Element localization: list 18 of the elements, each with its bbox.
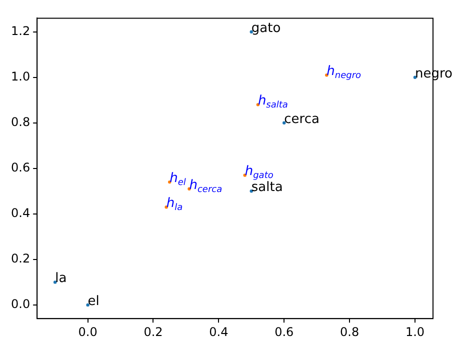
y-tick-label: 1.2	[10, 24, 30, 38]
x-tick-label: 0.2	[144, 324, 163, 339]
annotation: el	[88, 294, 100, 309]
y-tick-label: 0.6	[10, 160, 30, 175]
x-tick-label: 0.6	[274, 324, 294, 339]
x-tick-label: 0.0	[78, 324, 98, 339]
annotation: la	[55, 271, 67, 286]
y-tick-label: 0.2	[10, 252, 30, 266]
x-tick-label: 0.4	[209, 324, 228, 339]
y-tick-label: 0.4	[10, 206, 30, 220]
y-tick-label: 0.0	[10, 297, 30, 312]
y-tick-label: 0.8	[10, 115, 30, 130]
annotation: gato	[251, 20, 281, 36]
x-tick-label: 0.8	[340, 324, 360, 339]
x-tick-label: 1.0	[405, 324, 425, 339]
annotation: salta	[251, 180, 283, 196]
annotation: cerca	[284, 112, 320, 127]
y-tick-label: 1.0	[10, 69, 30, 84]
